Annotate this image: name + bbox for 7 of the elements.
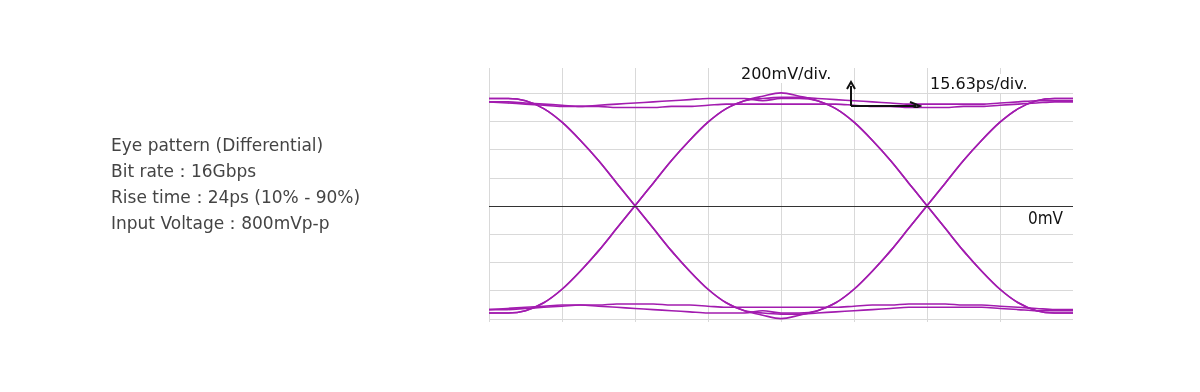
ref-line-label: 0mV bbox=[1027, 208, 1064, 229]
text: Input Voltage：800mVp-p bbox=[111, 212, 331, 235]
text: Rise time：24ps (10% - 90%) bbox=[111, 186, 361, 209]
text: Bit rate：16Gbps bbox=[111, 160, 258, 183]
text: Eye pattern (Differential) bbox=[111, 134, 325, 157]
text: 200mV/div. bbox=[739, 64, 834, 83]
annotation: 15.63ps/div. bbox=[928, 74, 1030, 93]
